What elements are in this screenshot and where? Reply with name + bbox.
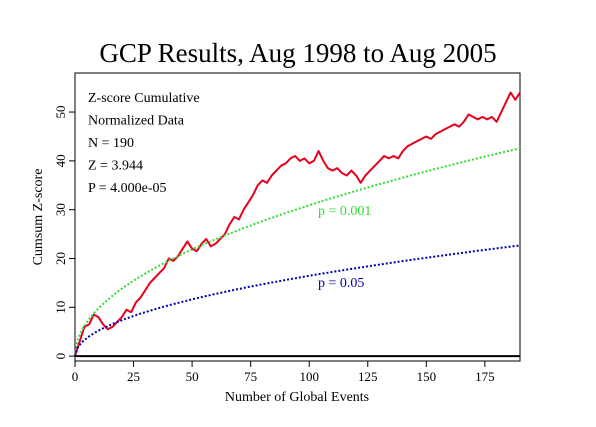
- series-line-p001: [74, 147, 521, 357]
- x-tick-label: 50: [186, 369, 199, 384]
- stats-annotation-line: N = 190: [88, 136, 134, 151]
- series-line-p05: [74, 244, 521, 357]
- y-tick-label: 30: [53, 203, 68, 216]
- stats-annotation-line: Z = 3.944: [88, 159, 143, 174]
- curve-label-p05: p = 0.05: [318, 276, 364, 291]
- y-tick-label: 20: [53, 252, 68, 265]
- y-tick-label: 0: [53, 353, 68, 360]
- series-line-observed: [74, 91, 521, 357]
- x-tick-label: 0: [72, 369, 79, 384]
- x-tick-label: 75: [244, 369, 257, 384]
- y-tick-label: 50: [53, 106, 68, 119]
- stats-annotation-line: P = 4.000e-05: [88, 181, 167, 196]
- y-tick-label: 40: [53, 154, 68, 167]
- y-axis-label: Cumsum Z-score: [31, 169, 46, 266]
- x-tick-label: 25: [127, 369, 140, 384]
- chart-title: GCP Results, Aug 1998 to Aug 2005: [99, 38, 496, 68]
- x-tick-label: 100: [299, 369, 319, 384]
- stats-annotation-line: Normalized Data: [88, 114, 185, 129]
- x-axis-label: Number of Global Events: [225, 390, 369, 405]
- y-tick-label: 10: [53, 301, 68, 314]
- x-tick-label: 150: [417, 369, 437, 384]
- plot-area-border: [74, 72, 521, 362]
- x-tick-label: 175: [475, 369, 495, 384]
- x-tick-label: 125: [358, 369, 378, 384]
- curve-label-p001: p = 0.001: [318, 204, 371, 219]
- stats-annotation-line: Z-score Cumulative: [88, 91, 200, 106]
